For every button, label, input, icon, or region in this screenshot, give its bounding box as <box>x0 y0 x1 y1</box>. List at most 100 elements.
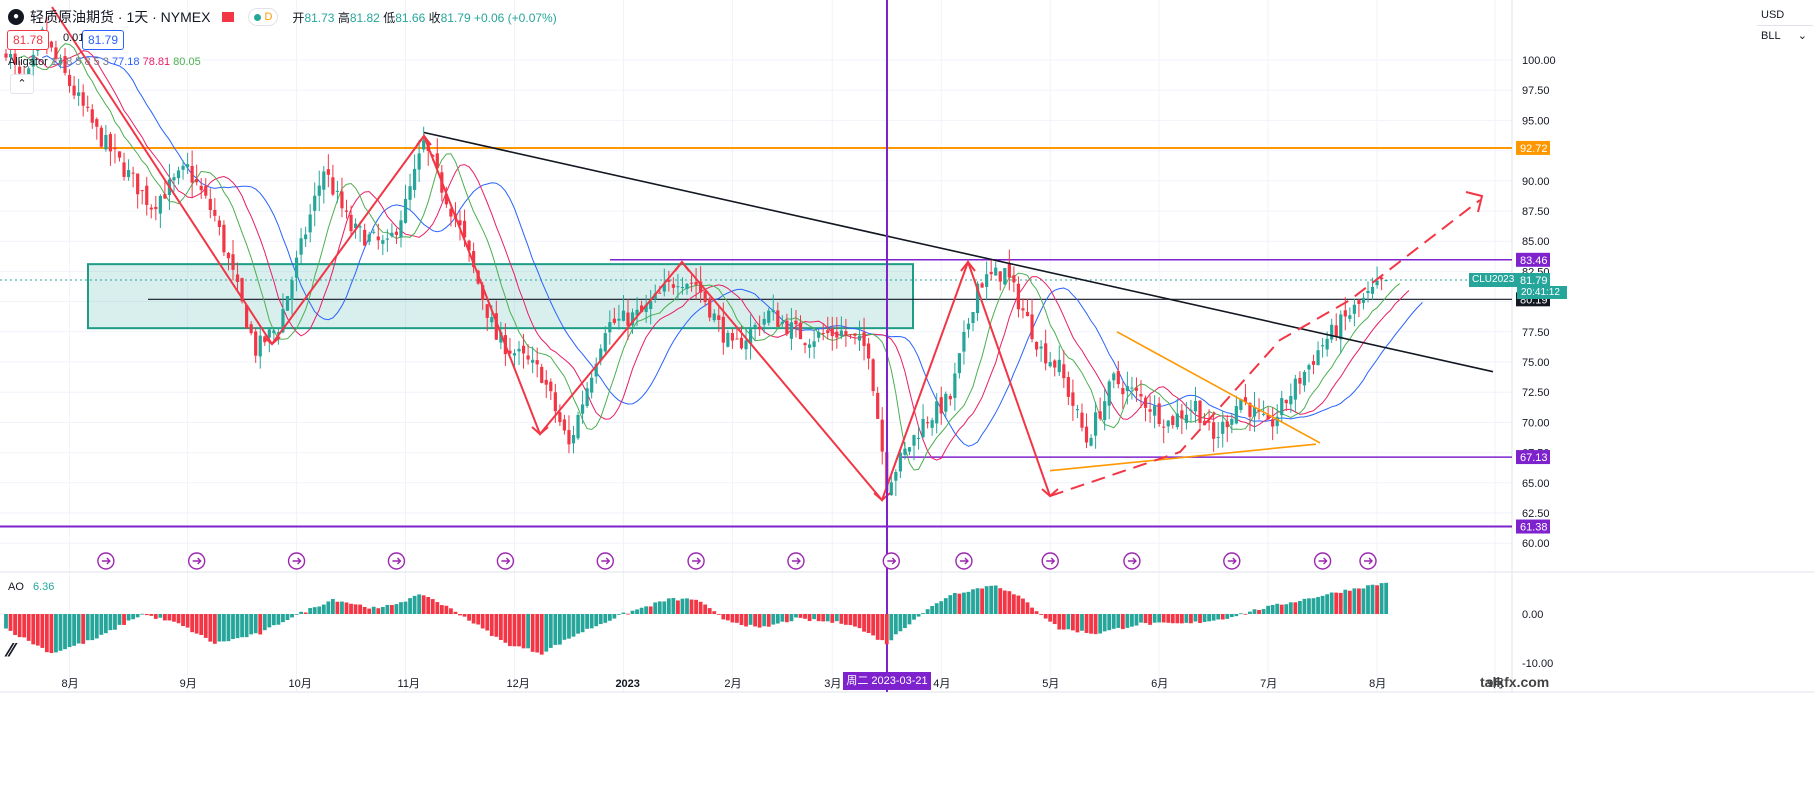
candle <box>544 370 548 399</box>
zigzag-pattern <box>51 6 1051 502</box>
candle <box>403 184 408 224</box>
price-tick-label: 62.50 <box>1522 508 1550 520</box>
candle <box>249 321 253 336</box>
candle <box>962 320 966 365</box>
candle-body <box>1107 381 1111 406</box>
event-marker-arrow <box>101 557 111 565</box>
candle-body <box>862 332 866 346</box>
ao-bar <box>1166 614 1171 623</box>
ao-bar <box>1025 602 1030 614</box>
candle <box>136 173 140 209</box>
candle-body <box>422 140 426 150</box>
candle-body <box>335 190 340 192</box>
candle <box>1325 331 1329 357</box>
event-marker-icon <box>496 552 515 570</box>
candle-body <box>512 353 517 356</box>
alligator-legend[interactable]: Alligator 13 8 5 8 5 3 77.18 78.81 80.05 <box>8 56 201 68</box>
candle <box>1221 410 1225 448</box>
price-axis: 100.0097.5095.0092.5090.0087.5085.0082.5… <box>1516 55 1556 670</box>
ao-bar <box>40 614 45 648</box>
ao-bar <box>1125 614 1130 628</box>
event-marker-icon <box>955 552 973 570</box>
candle-body <box>853 333 857 336</box>
candle <box>1021 298 1025 319</box>
ao-bar <box>975 588 980 614</box>
ao-bar <box>421 595 426 614</box>
candle <box>989 258 993 281</box>
candle-body <box>821 333 825 335</box>
price-tag-bg <box>1516 272 1550 287</box>
ao-bar <box>1148 614 1152 625</box>
ao-bar <box>412 595 417 614</box>
tradingview-logo-icon[interactable]: ⁄⁄ <box>8 640 15 661</box>
ao-bar <box>1107 614 1112 631</box>
candle-body <box>603 333 607 352</box>
candle-body <box>285 296 290 311</box>
event-marker-arrow <box>292 557 302 565</box>
candle-body <box>921 418 925 438</box>
candle-body <box>1343 310 1347 317</box>
candle-body <box>1153 405 1157 416</box>
candle-body <box>1207 421 1211 423</box>
spread-value: 0.01 <box>63 32 85 44</box>
candle <box>1298 371 1302 395</box>
ao-bar <box>203 614 208 638</box>
currency-select[interactable]: USD <box>1757 5 1813 26</box>
candle-body <box>508 350 512 354</box>
ao-legend[interactable]: AO 6.36 <box>8 581 54 593</box>
ao-bar <box>1098 614 1103 634</box>
candle <box>208 188 212 219</box>
ao-bar <box>698 601 703 614</box>
ao-bar <box>553 614 558 645</box>
ask-price[interactable]: 81.79 <box>82 30 125 50</box>
candle <box>1053 359 1057 377</box>
candle-body <box>1352 304 1356 314</box>
candle <box>385 229 389 252</box>
candle <box>998 270 1002 291</box>
candle <box>1271 407 1275 441</box>
candle-body <box>780 321 784 324</box>
candle <box>1034 341 1039 357</box>
candle-body <box>408 186 412 200</box>
candle <box>635 297 639 327</box>
ao-bar <box>1152 614 1157 623</box>
flag-icon[interactable] <box>222 12 235 22</box>
ao-bar <box>685 598 689 614</box>
ao-bar <box>1120 614 1125 630</box>
ao-bar <box>657 601 662 614</box>
collapse-legend-icon[interactable]: ⌃ <box>10 74 34 94</box>
price-tick-label: 95.00 <box>1522 115 1550 127</box>
symbol-title[interactable]: 轻质原油期货 · 1天 · NYMEX <box>30 9 211 25</box>
low-value: 81.66 <box>395 10 426 25</box>
ao-bar <box>1048 614 1053 622</box>
candle-body <box>867 343 871 359</box>
status-badge[interactable]: D <box>248 8 279 26</box>
ao-bar <box>762 614 767 627</box>
candle <box>867 337 871 370</box>
candle-body <box>176 170 181 179</box>
ao-bar <box>893 614 898 635</box>
candle-body <box>1189 409 1193 411</box>
ao-bar <box>803 614 807 619</box>
bid-price[interactable]: 81.78 <box>7 30 50 50</box>
unit-select[interactable]: BLL ⌄ <box>1757 26 1813 46</box>
ao-bar <box>208 614 213 642</box>
candle <box>898 450 902 479</box>
price-tag-bg <box>1516 519 1550 534</box>
candle <box>313 182 317 227</box>
candle-body <box>1321 345 1325 347</box>
ao-bar <box>394 604 399 614</box>
candle <box>1339 310 1343 354</box>
ao-bar <box>76 614 81 644</box>
candle-body <box>86 106 90 108</box>
candle <box>149 204 153 219</box>
candle-body <box>1125 386 1129 392</box>
ao-bar <box>712 611 717 614</box>
candle-body <box>689 282 694 284</box>
time-tick-label: 12月 <box>506 678 529 690</box>
ao-bar <box>453 611 458 614</box>
candle <box>131 166 135 188</box>
ao-bar <box>576 614 580 634</box>
ao-bar <box>390 605 394 614</box>
